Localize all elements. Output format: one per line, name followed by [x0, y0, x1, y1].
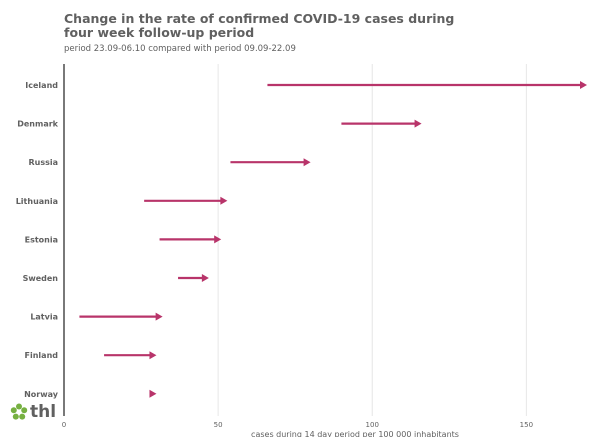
x-tick-label: 100 — [366, 421, 379, 429]
arrow-head — [149, 389, 157, 398]
x-tick-label: 150 — [520, 421, 533, 429]
arrow-head — [414, 119, 422, 128]
category-label: Finland — [25, 351, 59, 360]
thl-logo: thl — [10, 402, 56, 422]
category-label: Denmark — [17, 120, 58, 129]
arrow-head — [149, 351, 157, 360]
category-label: Norway — [24, 390, 59, 399]
arrow-head — [303, 158, 311, 167]
chart-title: Change in the rate of confirmed COVID-19… — [64, 11, 455, 40]
x-axis-label: cases during 14 day period per 100 000 i… — [251, 430, 459, 437]
arrow-head — [155, 312, 163, 321]
category-label: Russia — [28, 158, 58, 167]
arrow-head — [220, 196, 228, 205]
arrow-head — [201, 274, 209, 282]
category-label: Latvia — [30, 313, 58, 322]
x-tick-label: 50 — [214, 421, 223, 429]
category-label: Estonia — [25, 235, 58, 244]
category-label: Sweden — [23, 274, 59, 283]
category-label: Iceland — [25, 81, 58, 90]
flower-icon — [10, 403, 28, 420]
logo-text: thl — [30, 402, 57, 422]
x-tick-label: 0 — [62, 421, 66, 429]
arrow-head — [580, 81, 587, 89]
arrow-head — [214, 235, 222, 244]
category-label: Lithuania — [16, 197, 58, 206]
chart-subtitle: period 23.09-06.10 compared with period … — [64, 44, 296, 54]
